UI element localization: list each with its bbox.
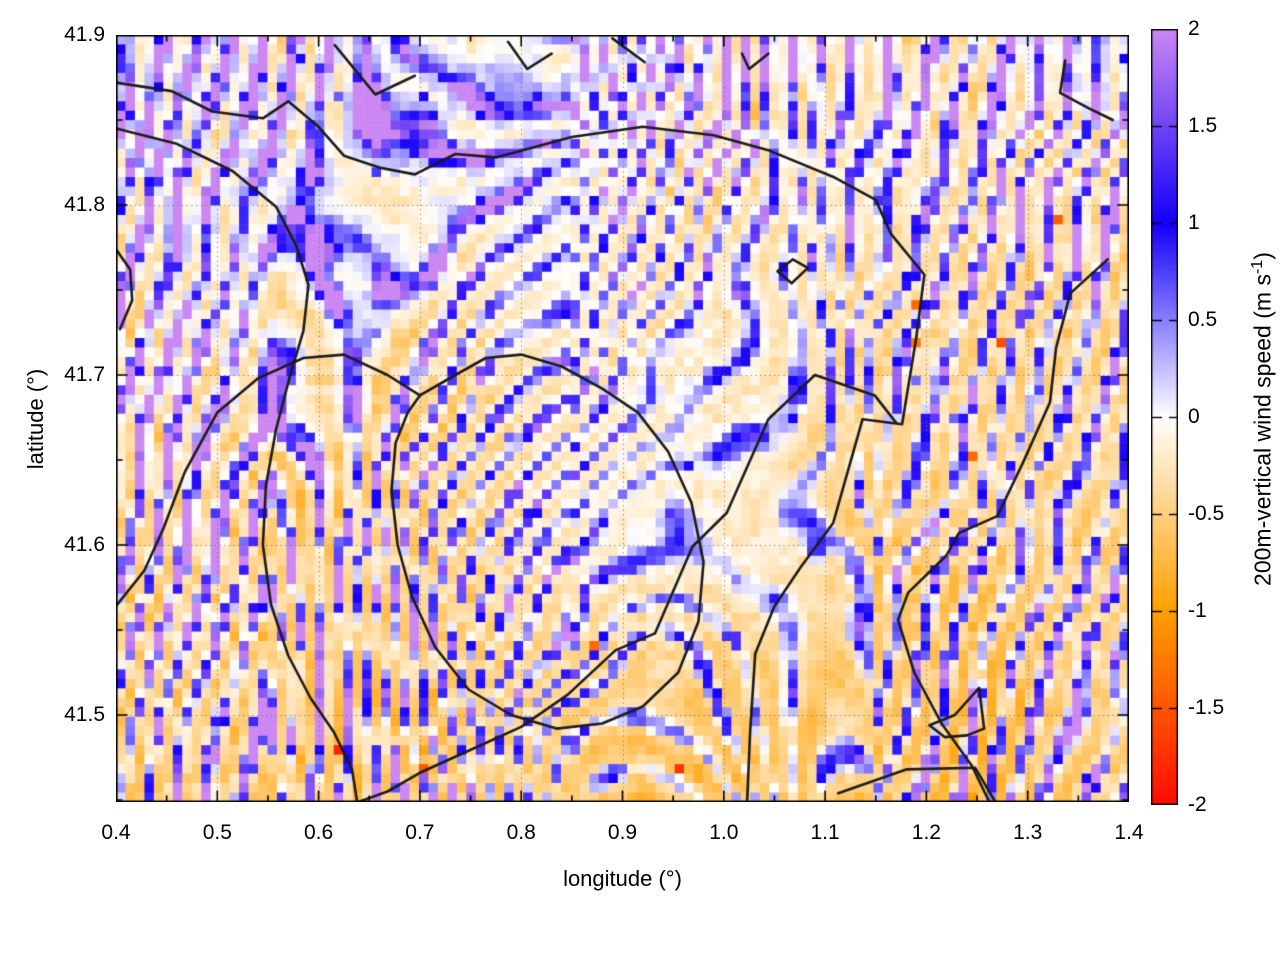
y-tick-label: 41.8 [64, 193, 105, 216]
colorbar-tick-label: -1.5 [1188, 696, 1225, 719]
x-tick-label: 1.1 [810, 821, 840, 844]
x-tick-label: 0.4 [101, 821, 131, 844]
x-axis-title: longitude (°) [563, 866, 682, 891]
y-axis-title: latitude (°) [23, 368, 48, 470]
x-tick-label: 1.4 [1114, 821, 1144, 844]
x-tick-label: 0.8 [506, 821, 536, 844]
colorbar-title-exponent: -1 [1248, 259, 1266, 275]
colorbar-tick-label: 1 [1188, 211, 1200, 234]
colorbar-tick-label: 0 [1188, 405, 1200, 428]
y-tick-label: 41.7 [64, 363, 105, 386]
x-tick-label: 0.9 [607, 821, 638, 844]
colorbar-tick-label: 1.5 [1188, 114, 1218, 137]
y-tick-label: 41.9 [64, 23, 105, 46]
colorbar-title-close: ) [1249, 252, 1276, 260]
colorbar-canvas [1151, 29, 1178, 805]
heatmap-canvas [116, 35, 1129, 802]
colorbar-tick-label: -2 [1188, 793, 1207, 816]
colorbar-tick-label: 0.5 [1188, 308, 1218, 331]
x-tick-label: 0.7 [405, 821, 435, 844]
x-tick-label: 1.3 [1013, 821, 1043, 844]
x-tick-label: 0.5 [202, 821, 232, 844]
y-tick-label: 41.5 [64, 703, 105, 726]
x-tick-label: 1.2 [911, 821, 941, 844]
y-tick-label: 41.6 [64, 533, 105, 556]
x-tick-label: 0.6 [303, 821, 334, 844]
colorbar-tick-label: 2 [1188, 17, 1200, 40]
x-tick-label: 1.0 [709, 821, 739, 844]
colorbar-tick-label: -1 [1188, 599, 1207, 622]
colorbar-tick-label: -0.5 [1188, 502, 1225, 525]
